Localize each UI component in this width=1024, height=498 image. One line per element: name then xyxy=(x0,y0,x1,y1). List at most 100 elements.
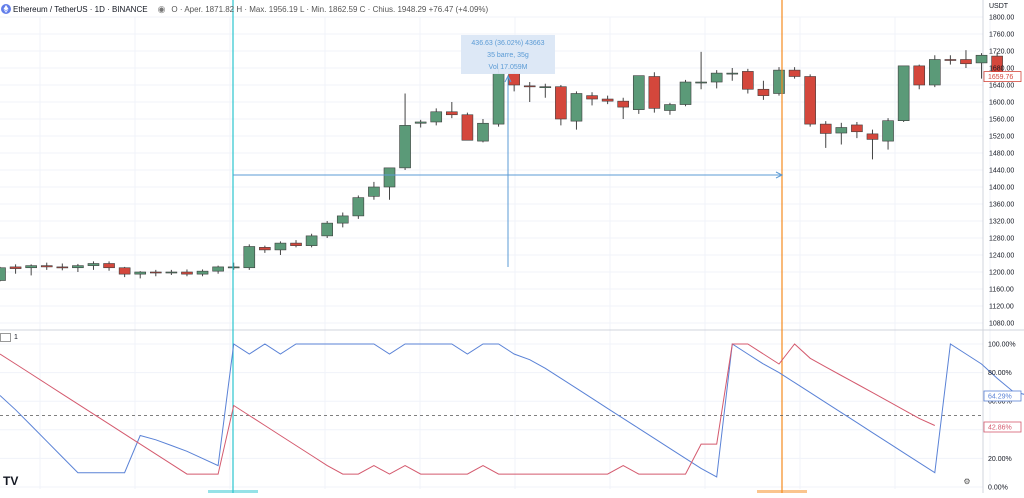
candle-body xyxy=(321,222,333,237)
candle-down xyxy=(586,92,598,106)
candle-up xyxy=(632,75,645,114)
orange-time-marker xyxy=(757,490,807,493)
candle-down xyxy=(290,240,302,248)
candle-body xyxy=(9,266,22,269)
candle-body xyxy=(601,98,614,102)
measure-info-box xyxy=(461,35,555,74)
candle-body xyxy=(227,266,240,269)
osc-axis-tick: 100.00% xyxy=(988,342,1016,349)
candle-down xyxy=(913,64,926,90)
price-axis-tick: 1480.00 xyxy=(989,151,1014,158)
price-axis-tick: 1640.00 xyxy=(989,83,1014,90)
ethereum-logo-icon xyxy=(1,4,11,14)
candle-body xyxy=(446,111,458,116)
price-axis-tick: 1800.00 xyxy=(989,15,1014,22)
candle-up xyxy=(321,221,333,238)
candle-body xyxy=(212,266,224,272)
candle-body xyxy=(897,65,910,122)
price-axis-tick: 1600.00 xyxy=(989,100,1014,107)
symbol-legend[interactable]: Ethereum / TetherUS · 1D · BINANCE ◉ O ·… xyxy=(0,2,488,16)
candle-up xyxy=(726,68,739,81)
candle-up xyxy=(835,122,848,145)
candle-body xyxy=(835,127,848,134)
candle-body xyxy=(757,88,770,96)
candle-up xyxy=(0,266,6,282)
candle-body xyxy=(960,59,972,65)
candle-body xyxy=(196,270,209,275)
candle-body xyxy=(274,242,287,251)
candle-body xyxy=(414,121,427,124)
candle-up xyxy=(679,79,692,107)
candle-body xyxy=(477,122,489,142)
candle-up xyxy=(492,68,505,127)
candle-up xyxy=(664,102,676,115)
candle-body xyxy=(788,69,801,77)
candle-down xyxy=(259,245,271,253)
candle-down xyxy=(9,264,22,274)
measure-line-2: 35 barre, 35g xyxy=(487,52,529,59)
candle-down xyxy=(742,68,754,94)
candle-body xyxy=(430,111,443,123)
candle-body xyxy=(586,95,598,100)
candle-up xyxy=(399,93,411,170)
candle-up xyxy=(196,269,209,277)
candle-up xyxy=(352,195,365,219)
candle-body xyxy=(72,265,84,269)
price-axis-tick: 1760.00 xyxy=(989,32,1014,39)
candle-body xyxy=(134,271,147,275)
osc-axis-tick: 20.00% xyxy=(988,456,1012,463)
candle-body xyxy=(25,265,37,269)
measure-arrow-up xyxy=(504,74,512,83)
osc-red-line xyxy=(0,343,936,475)
candle-body xyxy=(975,54,988,64)
candle-body xyxy=(118,267,131,275)
candle-body xyxy=(632,75,645,110)
candle-down xyxy=(804,74,816,127)
candle-body xyxy=(695,81,707,84)
price-axis-tick: 1680.00 xyxy=(989,66,1014,73)
eye-icon[interactable]: ◉ xyxy=(157,3,166,14)
candle-down xyxy=(866,129,879,160)
candle-body xyxy=(617,100,630,108)
candle-up xyxy=(695,51,707,90)
tradingview-logo[interactable]: TV xyxy=(3,474,19,488)
price-axis-tick: 1320.00 xyxy=(989,219,1014,226)
candle-up xyxy=(227,262,240,270)
price-axis-tick: 1080.00 xyxy=(989,321,1014,328)
indicator-legend[interactable]: 1 xyxy=(0,331,18,343)
candle-up xyxy=(570,91,583,130)
last-price-label: 1659.76 xyxy=(988,74,1013,81)
indicator-pane-label: 1 xyxy=(14,333,18,341)
candle-up xyxy=(477,119,489,143)
measure-line-3: Vol 17.059M xyxy=(489,64,528,71)
candle-body xyxy=(399,125,411,169)
price-axis-tick: 1200.00 xyxy=(989,270,1014,277)
candle-body xyxy=(290,242,302,246)
collapse-icon[interactable] xyxy=(0,332,11,342)
candle-down xyxy=(181,269,193,277)
price-axis-tick: 1560.00 xyxy=(989,117,1014,124)
candle-body xyxy=(819,123,832,134)
price-axis-tick: 1160.00 xyxy=(989,287,1014,294)
candle-body xyxy=(726,72,739,75)
candle-body xyxy=(383,167,396,188)
settings-gear-icon[interactable]: ⚙ xyxy=(963,477,971,486)
candle-down xyxy=(56,263,69,271)
symbol-title[interactable]: Ethereum / TetherUS · 1D · BINANCE xyxy=(13,4,148,14)
candle-body xyxy=(40,265,53,268)
candle-body xyxy=(259,247,271,251)
candle-up xyxy=(897,65,910,122)
candle-body xyxy=(866,133,879,140)
candle-body xyxy=(492,73,505,125)
candle-up xyxy=(975,53,988,79)
blue-value-tag xyxy=(983,390,1022,402)
red-value-label: 42.86% xyxy=(988,425,1012,432)
candle-up xyxy=(274,241,287,255)
candle-down xyxy=(601,95,614,105)
candle-body xyxy=(804,76,816,125)
candle-down xyxy=(555,85,567,126)
candle-down xyxy=(960,50,972,68)
candle-body xyxy=(570,93,583,122)
